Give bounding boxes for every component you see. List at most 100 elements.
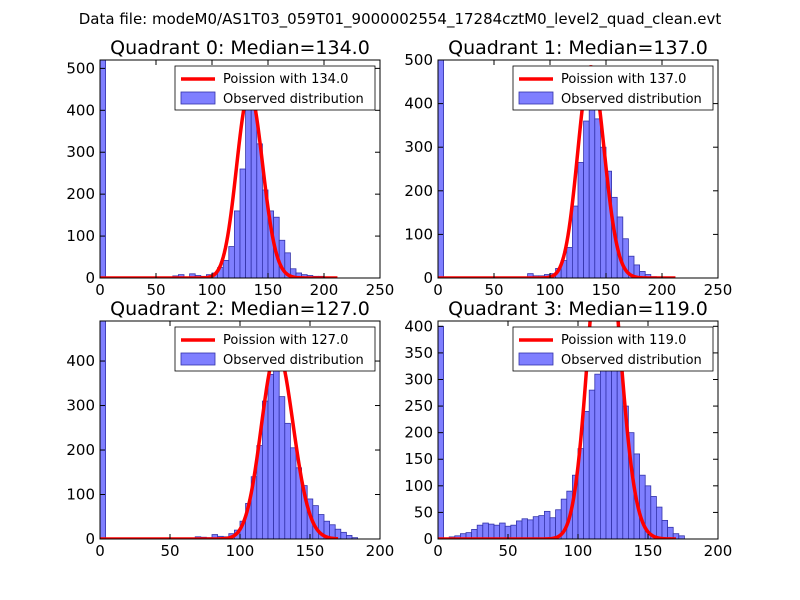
figure-suptitle: Data file: modeM0/AS1T03_059T01_90000025… <box>79 10 722 29</box>
histogram-bar <box>289 447 297 539</box>
histogram-bar <box>476 524 484 539</box>
histogram-bar <box>510 524 517 539</box>
histogram-bar <box>650 496 657 539</box>
histogram-bar <box>278 396 286 539</box>
legend-curve-label: Poission with 134.0 <box>223 72 348 87</box>
y-tick-label: 0 <box>85 530 95 548</box>
histogram-bar <box>222 259 230 278</box>
histogram-bar <box>493 524 500 539</box>
y-tick-label: 200 <box>404 424 433 442</box>
poisson-curve <box>438 321 677 539</box>
histogram-bar <box>538 515 545 539</box>
x-tick-label: 200 <box>366 542 395 560</box>
y-tick-label: 100 <box>404 225 433 243</box>
x-tick-label: 50 <box>484 281 503 299</box>
x-tick-label: 50 <box>160 542 179 560</box>
histogram-bar <box>594 373 601 539</box>
axes-frame <box>437 59 719 279</box>
y-tick-label: 300 <box>404 138 433 156</box>
legend-curve-label: Poission with 137.0 <box>561 72 686 87</box>
poisson-curve <box>438 65 677 278</box>
histogram-bar <box>566 247 573 278</box>
histogram-bar <box>656 506 663 539</box>
histogram-bar <box>594 118 601 278</box>
histogram-bar <box>572 205 579 278</box>
x-tick-label: 0 <box>433 281 443 299</box>
x-tick-label: 100 <box>226 542 255 560</box>
x-tick-label: 250 <box>704 281 733 299</box>
histogram-bar <box>100 321 106 539</box>
x-tick-label: 150 <box>296 542 325 560</box>
x-tick-label: 250 <box>366 281 395 299</box>
histogram-bar <box>549 517 556 539</box>
histogram-bar <box>611 352 618 539</box>
histogram-bar <box>588 389 596 539</box>
y-tick-label: 400 <box>66 101 95 119</box>
x-tick-label: 0 <box>95 281 105 299</box>
histogram-bar <box>527 519 534 539</box>
plot-area <box>100 321 358 539</box>
histogram-bar <box>516 520 523 539</box>
histogram-bar <box>487 523 495 539</box>
histogram-bar <box>228 246 235 278</box>
y-tick-label: 200 <box>66 441 95 459</box>
x-tick-label: 0 <box>95 542 105 560</box>
y-tick-label: 300 <box>404 370 433 388</box>
y-tick-label: 300 <box>66 397 95 415</box>
panel-quadrant-1: 0 50 100 150 200 250 0 100 200 300 400 500 Quadrant … <box>404 37 732 299</box>
legend-bar-label: Observed distribution <box>223 92 364 107</box>
panel-quadrant-3: 0 50 100 150 200 0 50 100 150 200 250 300 350 400 Quad… <box>404 298 732 560</box>
y-tick-label: 0 <box>85 269 95 287</box>
legend-bar-swatch <box>518 91 554 105</box>
histogram-bar <box>661 519 668 539</box>
x-tick-label: 100 <box>564 542 593 560</box>
legend-bar-label: Observed distribution <box>561 353 702 368</box>
histogram-bar <box>284 422 291 539</box>
x-tick-label: 150 <box>254 281 283 299</box>
histogram-bar <box>100 60 106 278</box>
histogram-bar <box>273 369 280 539</box>
histogram-bar <box>239 168 246 278</box>
y-tick-label: 350 <box>404 344 433 362</box>
y-tick-label: 400 <box>404 317 433 335</box>
histogram-bar <box>245 80 252 278</box>
y-tick-label: 500 <box>66 59 95 77</box>
panel-title: Quadrant 2: Median=127.0 <box>110 298 370 320</box>
histogram-bar <box>233 210 241 278</box>
legend-bar-swatch <box>518 352 554 366</box>
y-tick-label: 100 <box>66 486 95 504</box>
x-tick-label: 150 <box>592 281 621 299</box>
histogram-bar <box>438 60 444 278</box>
y-tick-label: 250 <box>404 397 433 415</box>
legend: Poission with 127.0 Observed distribution <box>174 326 376 372</box>
legend-bar-label: Observed distribution <box>223 353 364 368</box>
y-tick-label: 500 <box>404 51 433 69</box>
y-tick-label: 400 <box>404 95 433 113</box>
histogram-bar <box>544 510 551 539</box>
y-tick-label: 400 <box>66 352 95 370</box>
histogram-bar <box>588 81 596 278</box>
y-tick-label: 200 <box>404 182 433 200</box>
panel-quadrant-0: 0 50 100 150 200 250 0 100 200 300 400 500 Quadrant … <box>66 37 394 299</box>
panel-title: Quadrant 3: Median=119.0 <box>448 298 708 320</box>
x-tick-label: 200 <box>648 281 677 299</box>
y-tick-label: 0 <box>423 530 433 548</box>
axes-frame <box>99 59 381 279</box>
y-tick-label: 50 <box>414 503 433 521</box>
histogram-bar <box>340 531 347 539</box>
y-tick-label: 150 <box>404 450 433 468</box>
histogram-bar <box>482 522 489 539</box>
y-tick-label: 200 <box>66 185 95 203</box>
legend-bar-label: Observed distribution <box>561 92 702 107</box>
histogram-bar <box>532 516 540 539</box>
x-tick-label: 50 <box>498 542 517 560</box>
x-tick-label: 100 <box>198 281 227 299</box>
histogram-bar <box>345 535 353 539</box>
panel-title: Quadrant 1: Median=137.0 <box>448 37 708 59</box>
x-tick-label: 50 <box>146 281 165 299</box>
histogram-bar <box>605 363 612 539</box>
panel-quadrant-2: 0 50 100 150 200 0 100 200 300 400 Quadrant 2: Med… <box>66 298 394 560</box>
x-tick-label: 0 <box>433 542 443 560</box>
histogram-bar <box>600 355 607 539</box>
